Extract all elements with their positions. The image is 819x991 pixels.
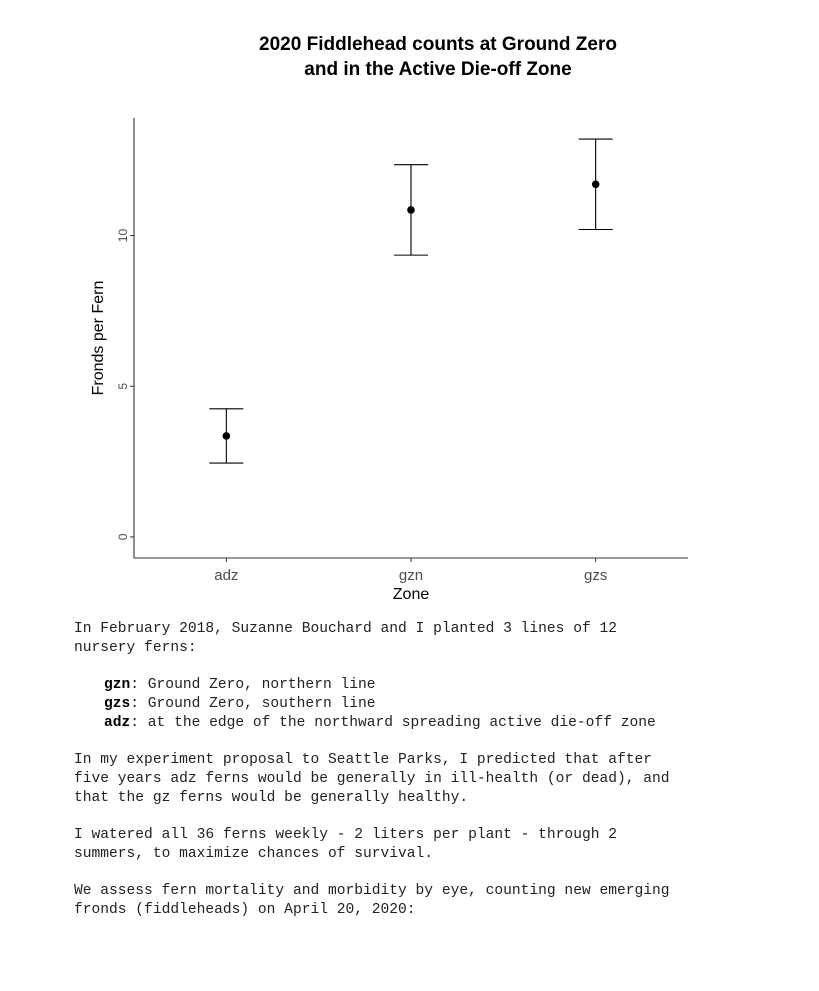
zone-description: : Ground Zero, southern line (130, 696, 376, 712)
zone-legend-item: gzn: Ground Zero, northern line (104, 676, 794, 695)
notes-watering: I watered all 36 ferns weekly - 2 liters… (74, 827, 617, 862)
y-tick-label: 10 (116, 229, 130, 243)
plot-area: 0 5 10 adz gzn gzs (116, 118, 688, 584)
chart: 2020 Fiddlehead counts at Ground Zero an… (90, 34, 688, 603)
notes-assessment: We assess fern mortality and morbidity b… (74, 883, 670, 918)
zone-legend-item: adz: at the edge of the northward spread… (104, 714, 794, 733)
x-tick-label: adz (214, 567, 238, 584)
chart-title-line-2: and in the Active Die-off Zone (304, 59, 571, 80)
notes-text: In February 2018, Suzanne Bouchard and I… (74, 620, 794, 938)
zone-code: gzs (104, 696, 131, 712)
zone-legend-item: gzs: Ground Zero, southern line (104, 695, 794, 714)
notes-proposal: In my experiment proposal to Seattle Par… (74, 752, 670, 806)
data-point (407, 206, 415, 214)
x-axis-title: Zone (393, 586, 430, 603)
zone-description: : Ground Zero, northern line (130, 677, 376, 693)
data-point (222, 432, 231, 440)
x-tick-label: gzn (399, 567, 423, 584)
notes-intro: In February 2018, Suzanne Bouchard and I… (74, 621, 617, 656)
zone-code: gzn (104, 677, 131, 693)
y-tick-label: 5 (116, 383, 130, 390)
data-point (591, 180, 600, 189)
y-axis-title: Fronds per Fern (90, 281, 107, 396)
y-tick-label: 0 (116, 533, 130, 540)
x-tick-label: gzs (584, 567, 607, 584)
zone-legend: gzn: Ground Zero, northern line gzs: Gro… (104, 676, 794, 733)
zone-description: : at the edge of the northward spreading… (130, 715, 656, 731)
zone-code: adz (104, 715, 131, 731)
chart-title-line-1: 2020 Fiddlehead counts at Ground Zero (259, 34, 617, 55)
